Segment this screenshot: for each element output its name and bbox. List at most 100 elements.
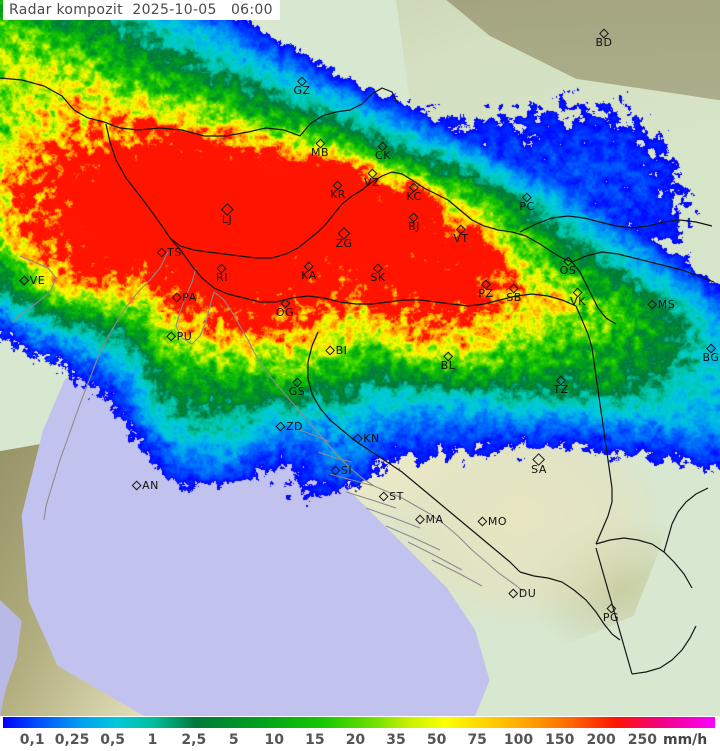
- city-marker-ts[interactable]: TS: [156, 242, 182, 261]
- city-marker-vt[interactable]: VT: [453, 224, 468, 245]
- city-label: BG: [702, 351, 720, 364]
- city-diamond-icon: [415, 514, 425, 525]
- city-label: BI: [335, 343, 348, 357]
- city-marker-lj[interactable]: LJ: [220, 203, 234, 226]
- city-diamond-icon: [166, 331, 177, 342]
- legend-tick-20: 20: [345, 732, 366, 748]
- city-marker-zg[interactable]: ZG: [335, 227, 353, 250]
- city-marker-pa[interactable]: PA: [171, 287, 197, 306]
- city-marker-kr[interactable]: KR: [330, 180, 346, 201]
- city-marker-pz[interactable]: PZ: [478, 279, 494, 300]
- city-label: SB: [506, 291, 522, 304]
- city-marker-si[interactable]: SI: [330, 460, 353, 479]
- city-marker-zd[interactable]: ZD: [275, 416, 304, 435]
- city-label: RI: [216, 271, 228, 284]
- legend-color-bar: [3, 717, 715, 728]
- city-label: PC: [519, 200, 535, 213]
- legend-tick-025: 0,25: [54, 732, 90, 748]
- city-marker-gz[interactable]: GZ: [293, 76, 311, 97]
- city-marker-bg[interactable]: BG: [702, 343, 720, 364]
- city-marker-vk[interactable]: VK: [570, 287, 586, 308]
- city-diamond-icon: [477, 516, 488, 527]
- city-marker-pc[interactable]: PC: [519, 192, 535, 213]
- city-label: DU: [518, 586, 537, 600]
- city-label: ZD: [285, 419, 304, 433]
- city-marker-kn[interactable]: KN: [352, 428, 380, 447]
- city-label: VZ: [363, 176, 381, 189]
- legend-tick-250: 250: [627, 732, 657, 748]
- city-label: OG: [275, 306, 295, 319]
- city-marker-os[interactable]: OS: [559, 256, 577, 277]
- city-marker-kc[interactable]: KC: [406, 182, 421, 203]
- city-label: SI: [340, 463, 353, 477]
- legend-tick-1: 1: [147, 732, 158, 748]
- city-marker-ka[interactable]: KA: [301, 261, 317, 282]
- city-marker-bd[interactable]: BD: [595, 28, 613, 49]
- city-marker-mb[interactable]: MB: [310, 138, 330, 159]
- city-label: GS: [288, 385, 306, 398]
- city-label: BL: [440, 359, 456, 372]
- city-diamond-icon: [131, 480, 142, 491]
- city-label: BD: [595, 36, 613, 49]
- city-label: MA: [425, 512, 444, 526]
- city-label: PZ: [478, 287, 494, 300]
- legend-tick-75: 75: [467, 732, 487, 748]
- city-label: KA: [301, 269, 317, 282]
- city-label: BJ: [408, 220, 420, 233]
- city-label: AN: [142, 478, 159, 492]
- city-marker-vz[interactable]: VZ: [363, 168, 381, 189]
- city-marker-bj[interactable]: BJ: [408, 212, 420, 233]
- radar-echo-layer: [0, 0, 720, 716]
- city-marker-ms[interactable]: MS: [647, 294, 675, 313]
- legend-tick-50: 50: [426, 732, 447, 748]
- city-label: TS: [167, 245, 182, 259]
- city-label: KR: [330, 188, 346, 201]
- legend: 0,1 0,25 0,5 1 2,5 5 10 15 20 35 50 75 100 150 200 250 m…: [0, 716, 720, 751]
- legend-tick-5: 5: [228, 732, 239, 748]
- city-label: OS: [559, 264, 577, 277]
- city-marker-st[interactable]: ST: [378, 486, 404, 505]
- city-label: MO: [487, 514, 508, 528]
- city-label: KN: [363, 431, 380, 445]
- city-diamond-icon: [275, 421, 286, 432]
- city-marker-og[interactable]: OG: [275, 298, 295, 319]
- city-marker-pg[interactable]: PG: [602, 603, 620, 624]
- legend-unit-label: mm/h: [663, 732, 708, 748]
- city-marker-gs[interactable]: GS: [288, 377, 306, 398]
- city-marker-ri[interactable]: RI: [216, 263, 228, 284]
- city-label: ST: [389, 489, 404, 503]
- city-label: GZ: [293, 84, 311, 97]
- city-diamond-icon: [171, 292, 182, 303]
- city-diamond-icon: [647, 299, 658, 310]
- legend-tick-labels: 0,1 0,25 0,5 1 2,5 5 10 15 20 35 50 75 100 150 200 250 m…: [0, 730, 720, 751]
- city-marker-sb[interactable]: SB: [506, 283, 522, 304]
- city-marker-du[interactable]: DU: [508, 583, 537, 602]
- city-marker-bi[interactable]: BI: [325, 340, 348, 359]
- city-label: PG: [602, 611, 620, 624]
- city-marker-ck[interactable]: CK: [375, 141, 391, 162]
- city-marker-sa[interactable]: SA: [531, 453, 547, 476]
- city-marker-ma[interactable]: MA: [415, 509, 444, 528]
- legend-tick-10: 10: [264, 732, 285, 748]
- city-marker-ve[interactable]: VE: [19, 270, 45, 289]
- city-label: MB: [310, 146, 330, 159]
- legend-tick-35: 35: [386, 732, 406, 748]
- city-label: ZG: [335, 237, 353, 250]
- city-marker-mo[interactable]: MO: [477, 511, 508, 530]
- city-marker-an[interactable]: AN: [131, 475, 159, 494]
- city-diamond-icon: [325, 345, 336, 356]
- city-marker-pu[interactable]: PU: [166, 326, 193, 345]
- city-marker-sk[interactable]: SK: [370, 263, 385, 284]
- city-marker-bl[interactable]: BL: [440, 351, 456, 372]
- legend-tick-15: 15: [305, 732, 325, 748]
- page-title: Radar kompozit 2025-10-05 06:00: [3, 0, 280, 20]
- city-label: PA: [182, 290, 197, 304]
- city-label: TZ: [553, 383, 569, 396]
- country-border-group: [0, 77, 715, 675]
- legend-tick-100: 100: [503, 732, 534, 748]
- radar-map[interactable]: Radar kompozit 2025-10-05 06:00 BD GZ MB CK…: [0, 0, 720, 716]
- legend-tick-25: 2,5: [181, 732, 207, 748]
- city-marker-tz[interactable]: TZ: [553, 375, 569, 396]
- city-diamond-icon: [508, 588, 519, 599]
